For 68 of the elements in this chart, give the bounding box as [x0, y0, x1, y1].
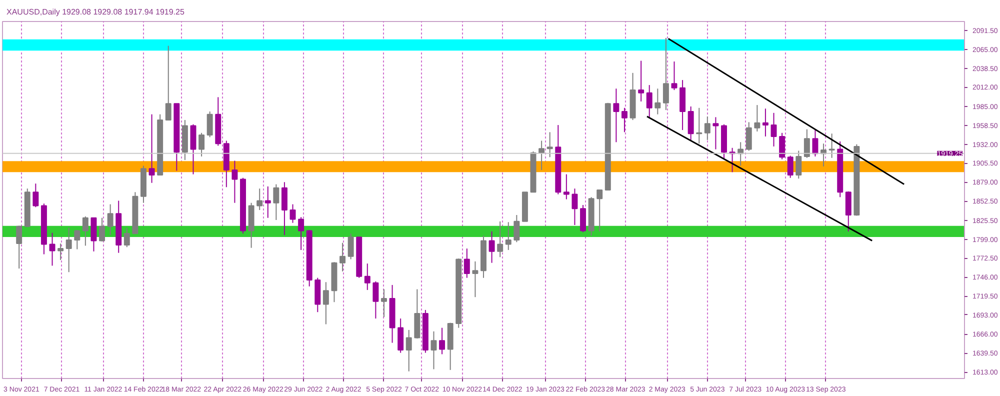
candlestick [90, 217, 97, 252]
candlestick [812, 128, 818, 157]
candlestick [58, 243, 64, 260]
candlestick [770, 112, 777, 147]
candlestick [107, 204, 114, 236]
candlestick [82, 216, 88, 246]
candlestick [273, 184, 280, 220]
candlestick [74, 229, 80, 250]
candlestick [372, 280, 379, 320]
candlestick [796, 150, 802, 180]
candlestick [804, 128, 810, 158]
candlestick [546, 132, 553, 158]
candlestick [190, 124, 196, 175]
candlestick [148, 114, 155, 184]
candlestick [439, 327, 446, 355]
candlestick [688, 106, 694, 142]
candlestick [206, 110, 213, 138]
candlestick [762, 108, 768, 137]
candlestick [505, 222, 512, 250]
candlestick [165, 45, 172, 121]
candlestick [398, 318, 404, 354]
candlestick [406, 329, 412, 372]
candlestick [746, 122, 752, 152]
candlestick [613, 88, 620, 143]
candlestick [704, 116, 710, 141]
candlestick [364, 263, 370, 290]
candlestick [754, 104, 760, 132]
candlestick [232, 160, 238, 204]
candlestick [497, 220, 504, 258]
candlestick [430, 330, 437, 370]
candlestick [16, 225, 22, 270]
candlestick [322, 282, 329, 325]
candlestick [464, 248, 470, 278]
candlestick [99, 217, 106, 242]
candlestick [845, 190, 852, 232]
candlestick [538, 140, 545, 171]
candlestick [563, 174, 570, 200]
candlestick [281, 182, 288, 236]
candlestick [671, 60, 678, 91]
candlestick [488, 230, 495, 264]
candlestick [198, 132, 205, 157]
candlestick [380, 288, 387, 318]
candlestick [66, 227, 72, 273]
candlestick [654, 88, 661, 115]
candlestick [514, 214, 520, 243]
candlestick [779, 132, 786, 160]
candlestick [828, 133, 835, 158]
candlestick [124, 227, 130, 248]
candlestick [580, 204, 586, 233]
candlestick [638, 60, 644, 102]
candlestick [298, 216, 304, 250]
candlestick [256, 188, 263, 210]
candlestick [340, 242, 346, 272]
candlestick [472, 260, 478, 298]
candlestick [32, 183, 39, 208]
candlestick [662, 37, 669, 111]
candlestick [290, 204, 296, 224]
candlestick [596, 190, 603, 232]
candlestick [787, 155, 794, 178]
candlestick [572, 188, 578, 226]
candlestick [348, 233, 354, 260]
chart-title: XAUUSD,Daily 1929.08 1929.08 1917.94 1919.25 [6, 8, 185, 16]
candlestick [680, 80, 686, 131]
candlestick [646, 84, 652, 118]
candlestick [696, 107, 702, 144]
candlestick [264, 186, 271, 218]
candlestick [712, 116, 719, 150]
candlestick [621, 107, 628, 133]
